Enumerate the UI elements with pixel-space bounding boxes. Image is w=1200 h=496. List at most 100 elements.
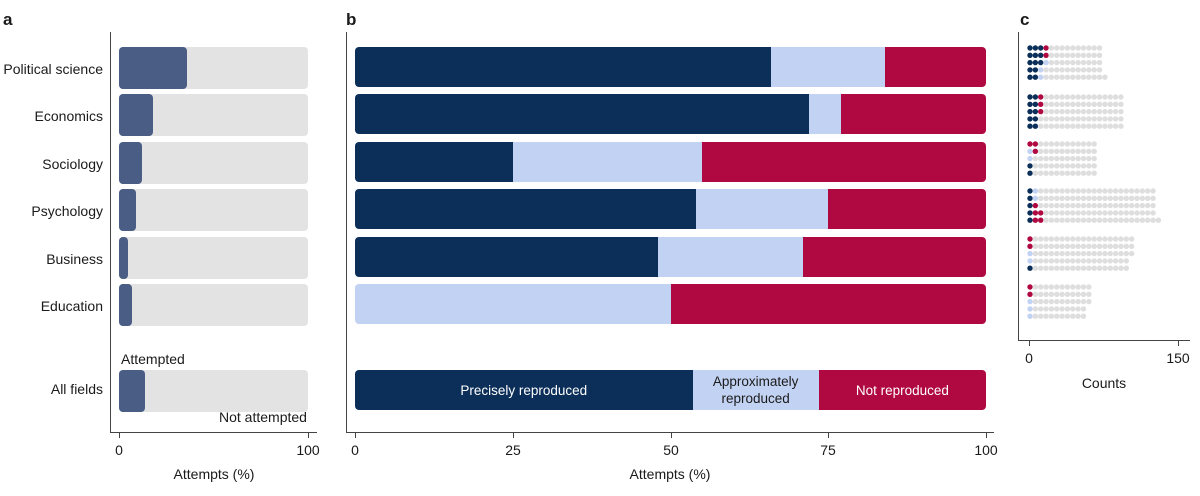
dot-not-attempted: [1118, 236, 1124, 242]
dot-not-attempted: [1080, 265, 1087, 271]
dot-not-attempted: [1096, 59, 1103, 66]
dot-not-attempted: [1064, 210, 1071, 216]
dot-not-attempted: [1059, 243, 1065, 249]
dot-not-attempted: [1086, 188, 1092, 194]
dot-not-attempted: [1048, 236, 1055, 242]
dot-not-attempted: [1139, 210, 1146, 216]
dot-not-attempted: [1070, 74, 1076, 80]
dot-not-attempted: [1091, 250, 1097, 257]
dot-not-attempted: [1086, 94, 1092, 100]
dot-not-attempted: [1096, 116, 1103, 122]
dot-not-attempted: [1096, 210, 1103, 216]
dot-not-attempted: [1139, 195, 1146, 201]
dot-precise: [1032, 74, 1039, 80]
dot-not-attempted: [1048, 170, 1055, 176]
dot-not-attempted: [1038, 195, 1044, 201]
dot-precise: [1027, 74, 1033, 80]
dot-not-attempted: [1054, 59, 1060, 66]
panel-b-tick: [355, 433, 356, 438]
dot-not-attempted: [1102, 123, 1108, 129]
not-reproduced-segment: Not reproduced: [818, 370, 986, 410]
dot-not-reproduced: [1027, 141, 1033, 147]
dot-precise: [1027, 123, 1033, 129]
dot-not-attempted: [1091, 258, 1097, 264]
dot-not-attempted: [1048, 298, 1055, 305]
dot-not-attempted: [1123, 195, 1129, 201]
dot-not-attempted: [1080, 188, 1087, 194]
dot-not-attempted: [1043, 148, 1049, 154]
dot-not-attempted: [1096, 258, 1103, 264]
dot-not-attempted: [1064, 217, 1071, 223]
dot-not-attempted: [1059, 298, 1065, 305]
dot-not-attempted: [1032, 163, 1039, 169]
dot-not-attempted: [1123, 210, 1129, 216]
not-attempted-bar: [119, 189, 308, 231]
dot-not-attempted: [1043, 202, 1049, 209]
dot-not-attempted: [1032, 243, 1039, 249]
dot-not-attempted: [1080, 101, 1087, 107]
dot-not-attempted: [1145, 210, 1151, 216]
panel-a-tick-0: [119, 433, 120, 438]
dot-not-attempted: [1128, 217, 1135, 223]
dot-not-attempted: [1080, 313, 1087, 319]
dot-not-attempted: [1064, 170, 1071, 176]
dot-not-attempted: [1112, 236, 1119, 242]
dot-not-attempted: [1032, 265, 1039, 271]
dot-approx: [1027, 306, 1033, 312]
dot-not-attempted: [1075, 45, 1081, 51]
dot-approx: [1027, 258, 1033, 264]
dot-precise: [1038, 59, 1044, 66]
dot-not-attempted: [1091, 188, 1097, 194]
dot-not-attempted: [1112, 94, 1119, 100]
dot-not-attempted: [1096, 188, 1103, 194]
dot-not-attempted: [1048, 108, 1055, 115]
panel-b-letter: b: [346, 10, 357, 29]
dot-not-attempted: [1086, 123, 1092, 129]
dot-not-attempted: [1059, 188, 1065, 194]
dot-not-attempted: [1080, 298, 1087, 305]
dot-not-attempted: [1054, 52, 1060, 58]
dot-not-attempted: [1123, 265, 1129, 271]
dot-not-attempted: [1080, 108, 1087, 115]
dot-not-attempted: [1112, 243, 1119, 249]
dot-not-reproduced: [1032, 217, 1039, 223]
panel-a-x-axis: [110, 432, 317, 433]
dot-precise: [1027, 195, 1033, 201]
dot-not-reproduced: [1027, 284, 1033, 290]
dot-not-attempted: [1038, 258, 1044, 264]
category-label: Political science: [3, 61, 103, 77]
dot-not-attempted: [1038, 313, 1044, 319]
dot-not-attempted: [1091, 52, 1097, 58]
dot-not-attempted: [1032, 250, 1039, 257]
dot-not-attempted: [1075, 306, 1081, 312]
not-reproduced-segment: [702, 142, 986, 182]
dot-not-attempted: [1118, 210, 1124, 216]
dot-not-attempted: [1080, 94, 1087, 100]
dot-not-attempted: [1059, 313, 1065, 319]
dot-precise: [1027, 101, 1033, 107]
dot-not-attempted: [1048, 195, 1055, 201]
dot-not-attempted: [1080, 52, 1087, 58]
dot-not-attempted: [1059, 108, 1065, 115]
dot-not-attempted: [1054, 195, 1060, 201]
dot-not-attempted: [1128, 243, 1135, 249]
dot-not-attempted: [1043, 258, 1049, 264]
approx-segment: [657, 237, 803, 277]
dot-not-attempted: [1054, 202, 1060, 209]
dot-not-attempted: [1080, 67, 1087, 73]
panel-b-tick: [513, 433, 514, 438]
dot-not-attempted: [1075, 108, 1081, 115]
dot-not-attempted: [1070, 291, 1076, 297]
precise-segment: [355, 142, 513, 182]
dot-not-attempted: [1145, 202, 1151, 209]
dot-not-attempted: [1070, 188, 1076, 194]
dot-not-attempted: [1128, 202, 1135, 209]
dot-not-attempted: [1150, 188, 1156, 194]
dot-not-attempted: [1086, 195, 1092, 201]
dot-not-attempted: [1080, 148, 1087, 154]
dot-approx: [1027, 313, 1033, 319]
dot-not-reproduced: [1038, 108, 1044, 115]
dot-not-attempted: [1107, 250, 1113, 257]
dot-not-attempted: [1054, 116, 1060, 122]
dot-approx: [1027, 250, 1033, 257]
